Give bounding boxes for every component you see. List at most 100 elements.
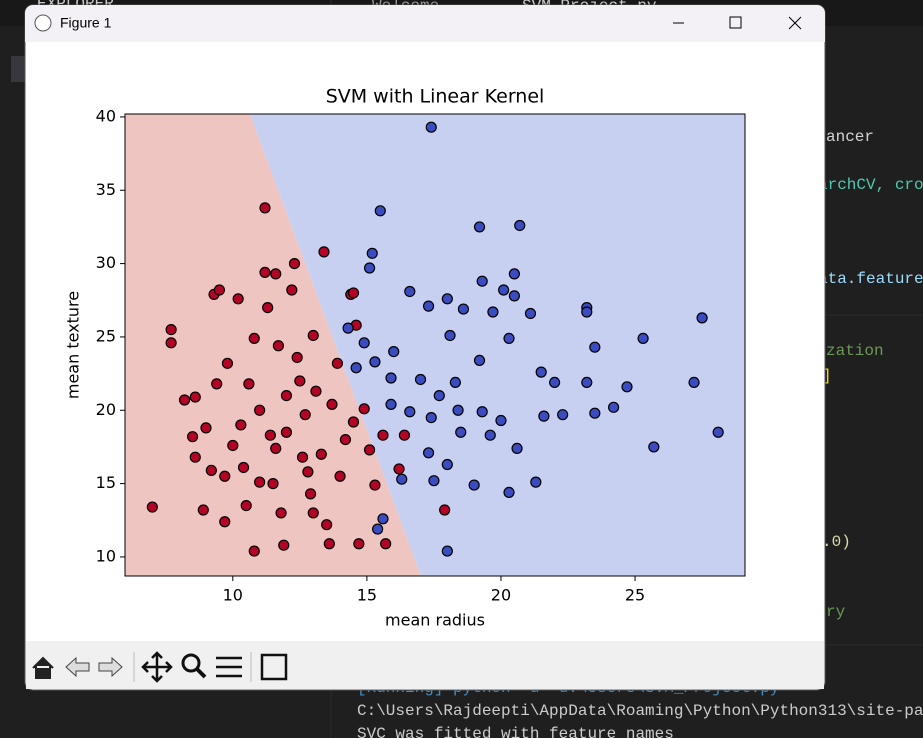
point [366,247,378,259]
point [393,463,405,475]
point [414,373,427,386]
y-tick-label: 40 [96,106,116,125]
point [473,354,486,366]
point [688,376,700,388]
pan-button[interactable] [141,651,173,683]
app-icon [34,14,52,32]
point [315,448,327,460]
point [347,416,360,428]
point [254,476,266,488]
point [270,442,282,454]
point [637,332,649,344]
point [304,488,317,500]
point [495,414,507,427]
point [648,441,660,453]
close-button[interactable] [788,16,802,30]
point [369,356,381,368]
forward-button[interactable] [98,656,123,678]
point [262,302,274,314]
point [213,284,225,296]
maximize-button[interactable] [729,16,742,29]
point [200,422,212,434]
y-tick-label: 15 [96,473,116,492]
point [428,475,440,487]
point [227,439,239,452]
point [280,426,293,438]
configure-button[interactable] [216,656,242,678]
point [396,473,408,485]
terminal-line: C:\Users\Rajdeepti\AppData\Roaming\Pytho… [357,702,923,720]
point [339,434,352,446]
home-button[interactable] [32,656,54,679]
point [307,507,319,519]
save-button[interactable] [260,653,288,681]
point [237,461,250,474]
point [211,378,223,390]
point [508,268,520,280]
point [696,312,708,324]
x-tick-label: 20 [491,586,511,605]
point [232,293,244,305]
point [363,444,376,456]
point [264,429,276,441]
point [318,246,330,258]
point [350,362,362,374]
point [441,545,453,557]
axes-frame [124,113,746,577]
back-button[interactable] [65,656,90,678]
point [189,391,201,403]
point [380,538,392,550]
point [326,398,338,410]
point [433,390,445,402]
code-text: archCV, cro [818,176,923,194]
y-tick-label: 20 [96,400,116,419]
point [291,351,303,364]
x-tick-label: 15 [357,586,377,605]
point [363,262,376,274]
point [484,429,496,441]
point [377,429,389,441]
point [299,409,311,421]
point [248,545,260,557]
point [342,322,354,334]
point [280,390,293,402]
point [449,376,461,388]
zoom-button-handle [195,667,207,679]
point [358,337,370,349]
point [476,275,488,287]
code-comment: ry [826,603,846,621]
plot: SVM with Linear Kernel mean radius mean … [64,86,745,630]
point [302,466,314,478]
point [581,376,593,388]
terminal-line: SVC was fitted with feature names [357,725,674,738]
chart-title: SVM with Linear Kernel [326,86,545,108]
point [178,394,191,406]
point [530,476,542,488]
point [254,404,266,416]
y-axis-label: mean texture [64,291,83,399]
point [589,341,601,353]
point [498,284,510,296]
point [347,287,360,299]
point [270,268,282,280]
point [425,412,437,424]
code-text: .0) [822,533,851,551]
point [581,306,593,318]
point [259,202,271,214]
point [288,258,301,270]
point [441,458,453,471]
zoom-button[interactable] [181,653,201,673]
point [240,500,252,512]
point [468,479,480,491]
point [235,419,247,431]
explorer-item [11,56,25,82]
point [404,406,416,418]
point [557,409,569,421]
point [294,375,306,387]
point [272,340,284,352]
point [146,501,158,513]
point [310,385,322,397]
point [503,486,515,498]
